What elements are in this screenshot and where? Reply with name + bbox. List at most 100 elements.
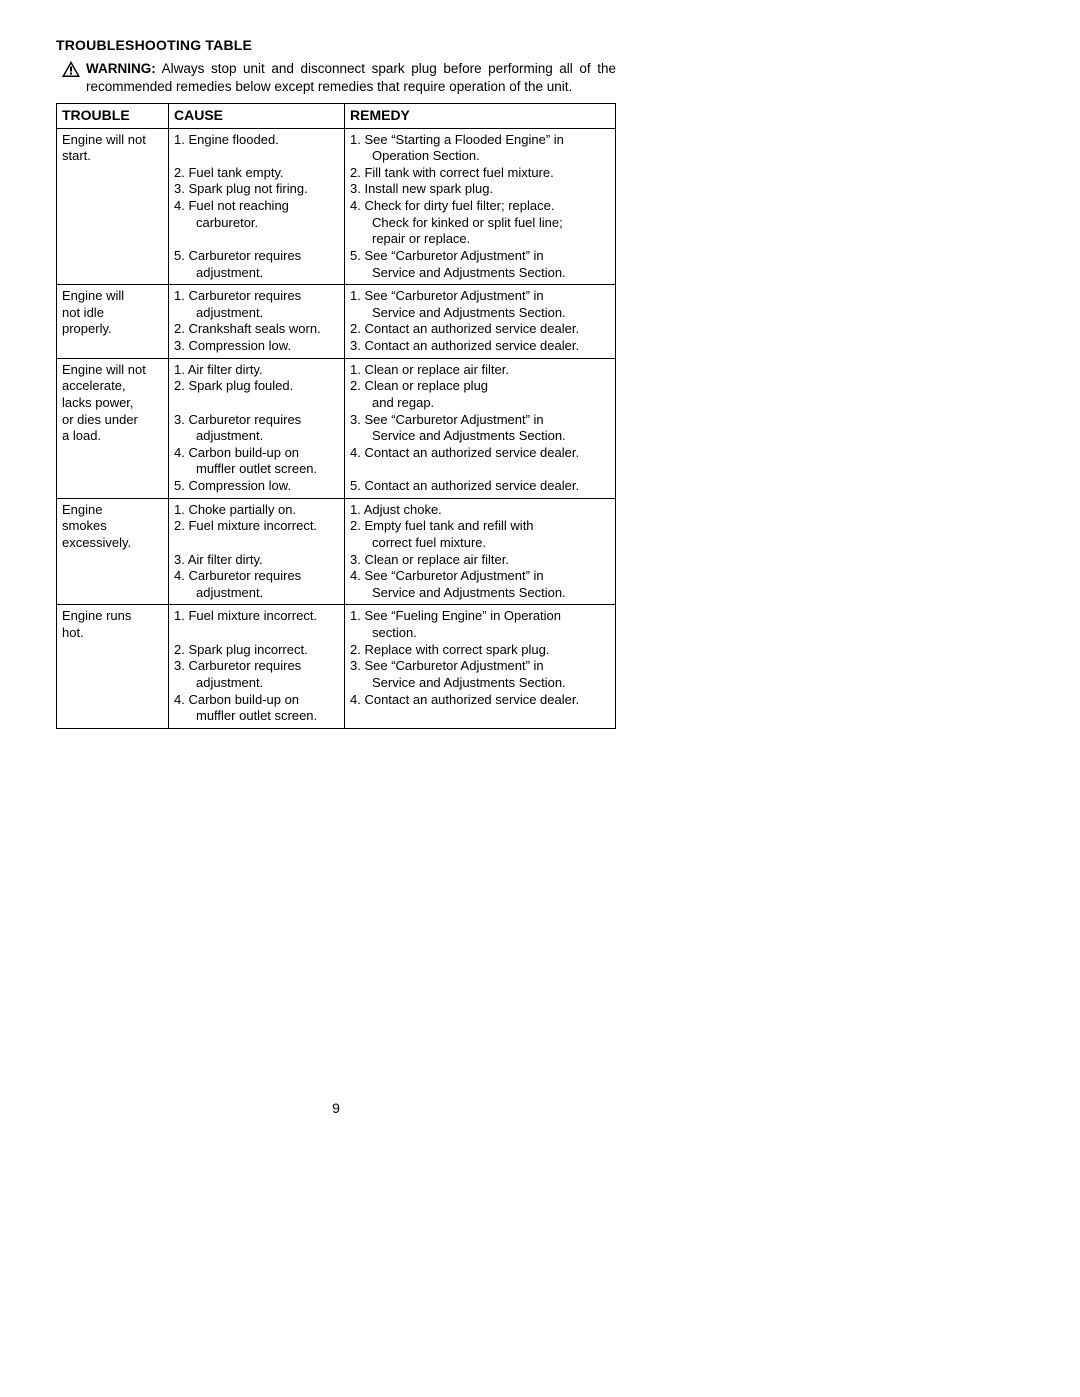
text-line: accelerate, bbox=[62, 378, 163, 395]
cell-remedy: 1. See “Fueling Engine” in Operationsect… bbox=[345, 605, 616, 728]
text-line: 3. Install new spark plug. bbox=[350, 181, 610, 198]
text-line: Engine will not bbox=[62, 362, 163, 379]
text-line: 3. Clean or replace air filter. bbox=[350, 552, 610, 569]
text-line: 3. Air filter dirty. bbox=[174, 552, 339, 569]
trouble-text: Engine will notaccelerate,lacks power,or… bbox=[62, 362, 163, 445]
text-line: 2. Clean or replace plug bbox=[350, 378, 610, 395]
text-line: 2. Spark plug fouled. bbox=[174, 378, 339, 395]
text-line: 3. See “Carburetor Adjustment” in bbox=[350, 412, 610, 429]
text-line: 2. Crankshaft seals worn. bbox=[174, 321, 339, 338]
cell-text: 1. See “Starting a Flooded Engine” inOpe… bbox=[350, 132, 610, 282]
text-line: repair or replace. bbox=[350, 231, 610, 248]
text-line: 2. Contact an authorized service dealer. bbox=[350, 321, 610, 338]
trouble-text: Engine runshot. bbox=[62, 608, 163, 641]
text-line: carburetor. bbox=[174, 215, 339, 232]
text-line: Engine will not bbox=[62, 132, 163, 149]
text-line: 4. Carbon build-up on bbox=[174, 692, 339, 709]
col-header-remedy: REMEDY bbox=[345, 103, 616, 128]
text-line: 2. Replace with correct spark plug. bbox=[350, 642, 610, 659]
trouble-text: Enginesmokesexcessively. bbox=[62, 502, 163, 552]
cell-text: 1. Air filter dirty.2. Spark plug fouled… bbox=[174, 362, 339, 495]
text-line: excessively. bbox=[62, 535, 163, 552]
text-line: Operation Section. bbox=[350, 148, 610, 165]
text-line: 1. See “Fueling Engine” in Operation bbox=[350, 608, 610, 625]
text-line: Engine runs bbox=[62, 608, 163, 625]
text-line: 3. Compression low. bbox=[174, 338, 339, 355]
text-line: not idle bbox=[62, 305, 163, 322]
table-row: Engine willnot idleproperly.1. Carbureto… bbox=[57, 285, 616, 359]
text-line bbox=[174, 148, 339, 165]
text-line: 5. See “Carburetor Adjustment” in bbox=[350, 248, 610, 265]
text-line: 4. Carbon build-up on bbox=[174, 445, 339, 462]
page-number: 9 bbox=[56, 1099, 616, 1117]
text-line: 4. Contact an authorized service dealer. bbox=[350, 692, 610, 709]
table-row: Engine runshot. 1. Fuel mixture incorrect… bbox=[57, 605, 616, 728]
cell-trouble: Engine willnot idleproperly. bbox=[57, 285, 169, 359]
text-line: muffler outlet screen. bbox=[174, 708, 339, 725]
table-row: Engine will notaccelerate,lacks power,or… bbox=[57, 358, 616, 498]
text-line: 5. Carburetor requires bbox=[174, 248, 339, 265]
text-line: 2. Fill tank with correct fuel mixture. bbox=[350, 165, 610, 182]
warning-icon bbox=[62, 61, 80, 81]
cell-trouble: Enginesmokesexcessively. bbox=[57, 498, 169, 605]
cell-text: 1. See “Carburetor Adjustment” inService… bbox=[350, 288, 610, 355]
text-line: adjustment. bbox=[174, 265, 339, 282]
text-line: a load. bbox=[62, 428, 163, 445]
table-row: Engine will notstart.1. Engine flooded. … bbox=[57, 128, 616, 285]
text-line: Check for kinked or split fuel line; bbox=[350, 215, 610, 232]
cell-remedy: 1. Clean or replace air filter.2. Clean … bbox=[345, 358, 616, 498]
text-line: 2. Fuel tank empty. bbox=[174, 165, 339, 182]
col-header-trouble: TROUBLE bbox=[57, 103, 169, 128]
troubleshooting-table: TROUBLE CAUSE REMEDY Engine will notstar… bbox=[56, 103, 616, 729]
text-line: or dies under bbox=[62, 412, 163, 429]
text-line: adjustment. bbox=[174, 585, 339, 602]
cell-trouble: Engine runshot. bbox=[57, 605, 169, 728]
warning-block: WARNING: Always stop unit and disconnect… bbox=[56, 60, 616, 96]
text-line: correct fuel mixture. bbox=[350, 535, 610, 552]
text-line: hot. bbox=[62, 625, 163, 642]
text-line: 2. Fuel mixture incorrect. bbox=[174, 518, 339, 535]
cell-cause: 1. Engine flooded. 2. Fuel tank empty.3.… bbox=[169, 128, 345, 285]
col-header-cause: CAUSE bbox=[169, 103, 345, 128]
text-line: 4. Fuel not reaching bbox=[174, 198, 339, 215]
text-line bbox=[174, 535, 339, 552]
warning-text: WARNING: Always stop unit and disconnect… bbox=[86, 60, 616, 96]
text-line: smokes bbox=[62, 518, 163, 535]
cell-remedy: 1. See “Carburetor Adjustment” inService… bbox=[345, 285, 616, 359]
text-line: 3. Carburetor requires bbox=[174, 412, 339, 429]
text-line: 3. Spark plug not firing. bbox=[174, 181, 339, 198]
text-line: adjustment. bbox=[174, 428, 339, 445]
text-line: 1. Engine flooded. bbox=[174, 132, 339, 149]
cell-text: 1. Clean or replace air filter.2. Clean … bbox=[350, 362, 610, 495]
text-line bbox=[350, 461, 610, 478]
section-title: TROUBLESHOOTING TABLE bbox=[56, 36, 616, 54]
text-line: 5. Compression low. bbox=[174, 478, 339, 495]
trouble-text: Engine will notstart. bbox=[62, 132, 163, 165]
cell-cause: 1. Air filter dirty.2. Spark plug fouled… bbox=[169, 358, 345, 498]
cell-text: 1. Carburetor requiresadjustment.2. Cran… bbox=[174, 288, 339, 355]
warning-label: WARNING: bbox=[86, 61, 156, 76]
text-line: adjustment. bbox=[174, 675, 339, 692]
cell-remedy: 1. See “Starting a Flooded Engine” inOpe… bbox=[345, 128, 616, 285]
text-line bbox=[174, 625, 339, 642]
table-row: Enginesmokesexcessively.1. Choke partial… bbox=[57, 498, 616, 605]
text-line: 1. Carburetor requires bbox=[174, 288, 339, 305]
text-line: 3. Carburetor requires bbox=[174, 658, 339, 675]
text-line: lacks power, bbox=[62, 395, 163, 412]
text-line: section. bbox=[350, 625, 610, 642]
cell-cause: 1. Carburetor requiresadjustment.2. Cran… bbox=[169, 285, 345, 359]
cell-trouble: Engine will notaccelerate,lacks power,or… bbox=[57, 358, 169, 498]
text-line: and regap. bbox=[350, 395, 610, 412]
text-line: 1. Fuel mixture incorrect. bbox=[174, 608, 339, 625]
text-line: properly. bbox=[62, 321, 163, 338]
text-line: 1. Choke partially on. bbox=[174, 502, 339, 519]
text-line: 1. Air filter dirty. bbox=[174, 362, 339, 379]
text-line bbox=[174, 231, 339, 248]
cell-cause: 1. Choke partially on.2. Fuel mixture in… bbox=[169, 498, 345, 605]
text-line: Service and Adjustments Section. bbox=[350, 585, 610, 602]
cell-text: 1. Fuel mixture incorrect. 2. Spark plug… bbox=[174, 608, 339, 724]
text-line: 1. See “Starting a Flooded Engine” in bbox=[350, 132, 610, 149]
text-line: Service and Adjustments Section. bbox=[350, 675, 610, 692]
text-line: 4. Carburetor requires bbox=[174, 568, 339, 585]
cell-remedy: 1. Adjust choke.2. Empty fuel tank and r… bbox=[345, 498, 616, 605]
